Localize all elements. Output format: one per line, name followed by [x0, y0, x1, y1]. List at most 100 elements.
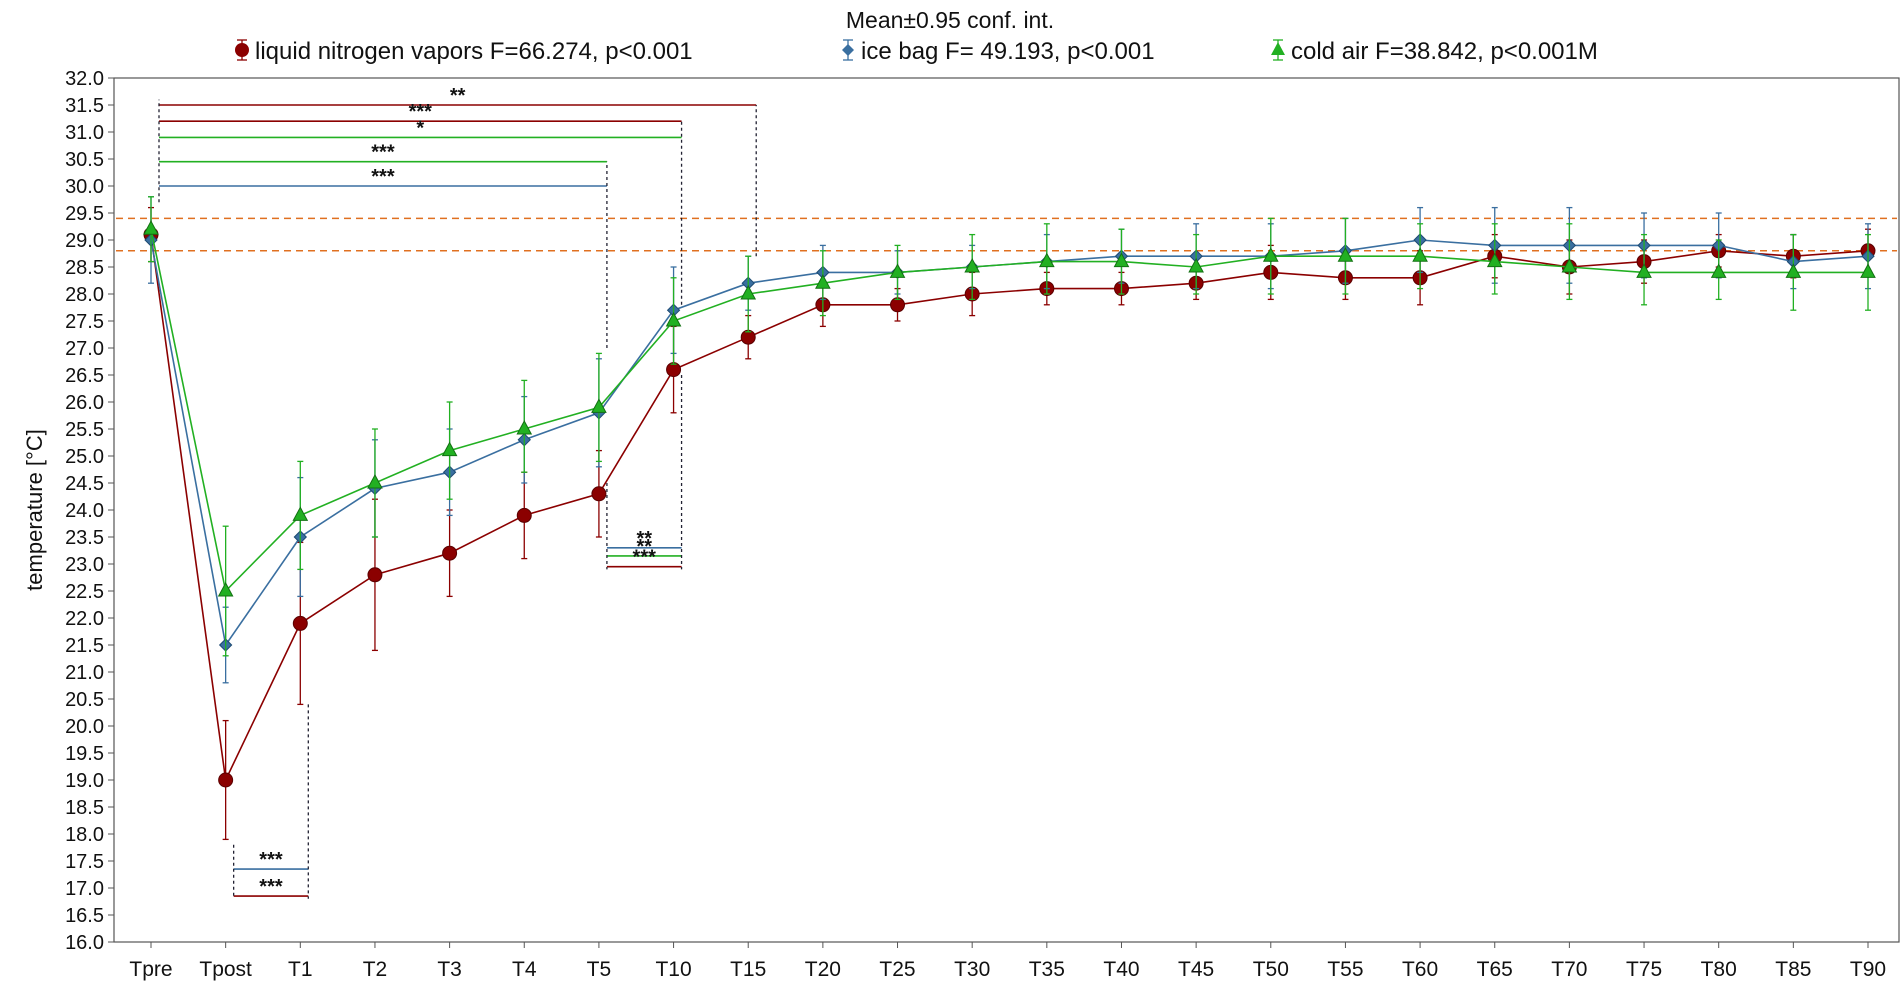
- data-point: [217, 581, 234, 597]
- series-layer: [143, 196, 1876, 841]
- y-tick-label: 27.0: [65, 338, 104, 360]
- data-point: [1636, 263, 1652, 278]
- data-point: [1860, 263, 1876, 278]
- x-tick-label: T80: [1701, 958, 1737, 981]
- y-tick-label: 16.5: [65, 905, 104, 927]
- y-tick-label: 17.0: [65, 878, 104, 900]
- data-point: [441, 441, 458, 457]
- y-tick-label: 18.5: [65, 797, 104, 819]
- data-point: [292, 615, 308, 631]
- significance-label: ***: [371, 166, 395, 188]
- x-tick-label: T55: [1327, 958, 1363, 981]
- x-tick-label: Tpre: [129, 958, 172, 981]
- data-point: [143, 220, 159, 235]
- significance-label: ***: [259, 849, 283, 871]
- x-tick-label: T75: [1626, 958, 1662, 981]
- y-tick-label: 27.5: [65, 311, 104, 333]
- series-line: [150, 229, 1868, 593]
- data-point: [292, 506, 309, 521]
- legend-marker: [1271, 42, 1285, 55]
- x-tick-label: T30: [954, 958, 990, 981]
- significance-label: ***: [409, 101, 433, 123]
- x-tick-label: T20: [805, 958, 841, 981]
- y-tick-label: 21.5: [65, 635, 104, 657]
- data-point: [367, 473, 383, 489]
- plot-frame: [113, 77, 1900, 943]
- data-point: [1486, 252, 1503, 268]
- y-tick-label: 20.5: [65, 689, 104, 711]
- y-tick-label: 18.0: [65, 824, 104, 846]
- data-point: [591, 486, 607, 502]
- data-point: [1188, 257, 1204, 273]
- x-tick-label: T10: [655, 958, 691, 981]
- series-0: [143, 206, 1876, 841]
- y-tick-label: 24.5: [65, 473, 104, 495]
- y-tick-label: 26.0: [65, 392, 104, 414]
- y-tick-label: 19.0: [65, 770, 104, 792]
- x-tick-label: T40: [1103, 958, 1139, 981]
- legend-marker: [235, 43, 249, 57]
- data-point: [665, 311, 682, 327]
- data-point: [516, 419, 533, 435]
- y-tick-label: 20.0: [65, 716, 104, 738]
- y-tick-label: 21.0: [65, 662, 104, 684]
- x-tick-label: T65: [1477, 958, 1513, 981]
- x-tick-label: T3: [437, 958, 462, 981]
- data-point: [1337, 247, 1354, 262]
- data-point: [1785, 263, 1802, 278]
- y-tick-label: 31.0: [65, 122, 104, 144]
- series-line: [150, 234, 1869, 783]
- reference-band: [116, 217, 1897, 252]
- data-point: [1561, 257, 1578, 273]
- y-tick-label: 23.0: [65, 554, 104, 576]
- x-tick-label: T45: [1178, 958, 1214, 981]
- significance-label: **: [450, 85, 466, 107]
- y-tick-label: 22.0: [65, 608, 104, 630]
- series-line: [150, 239, 1869, 648]
- y-tick-label: 16.0: [65, 932, 104, 954]
- y-tick-label: 25.0: [65, 446, 104, 468]
- x-tick-label: T70: [1551, 958, 1587, 981]
- data-point: [591, 398, 607, 413]
- y-tick-label: 29.5: [65, 203, 104, 225]
- x-tick-label: T50: [1253, 958, 1289, 981]
- data-point: [1262, 247, 1279, 262]
- x-tick-label: T85: [1775, 958, 1811, 981]
- data-point: [1710, 263, 1727, 278]
- x-tick-label: T90: [1850, 958, 1886, 981]
- y-tick-label: 23.5: [65, 527, 104, 549]
- x-tick-label: T4: [512, 958, 537, 981]
- data-point: [1113, 252, 1130, 268]
- y-tick-label: 26.5: [65, 365, 104, 387]
- legend-label: liquid nitrogen vapors F=66.274, p<0.001: [255, 38, 693, 65]
- x-axis: Tpre Tpost T1 T2 T3 T4 T5 T10 T15 T20 T25 T30 T35 T40…: [129, 942, 1886, 981]
- y-tick-label: 28.5: [65, 257, 104, 279]
- data-point: [218, 772, 234, 788]
- significance-label: ***: [371, 142, 395, 164]
- x-tick-label: T5: [587, 958, 612, 981]
- legend: liquid nitrogen vapors F=66.274, p<0.001…: [235, 38, 1598, 65]
- y-tick-label: 22.5: [65, 581, 104, 603]
- data-point: [889, 263, 906, 278]
- y-tick-label: 25.5: [65, 419, 104, 441]
- legend-label: cold air F=38.842, p<0.001M: [1291, 38, 1598, 65]
- significance-label: *: [416, 117, 424, 139]
- x-tick-label: T15: [730, 958, 766, 981]
- y-tick-label: 24.0: [65, 500, 104, 522]
- data-point: [815, 274, 831, 289]
- y-tick-label: 28.0: [65, 284, 104, 306]
- significance-label: **: [636, 528, 652, 550]
- x-tick-label: T60: [1402, 958, 1438, 981]
- y-tick-label: 32.0: [65, 68, 104, 90]
- y-tick-label: 29.0: [65, 230, 104, 252]
- data-point: [964, 257, 981, 273]
- x-tick-label: T35: [1029, 958, 1065, 981]
- legend-label: ice bag F= 49.193, p<0.001: [861, 38, 1155, 65]
- x-tick-label: T2: [363, 958, 388, 981]
- legend-item-1: ice bag F= 49.193, p<0.001: [842, 38, 1155, 65]
- chart-title: Mean±0.95 conf. int.: [846, 7, 1054, 33]
- data-point: [516, 507, 532, 523]
- significance-brackets: *************************: [158, 85, 757, 899]
- y-axis-label: temperature [°C]: [22, 429, 47, 591]
